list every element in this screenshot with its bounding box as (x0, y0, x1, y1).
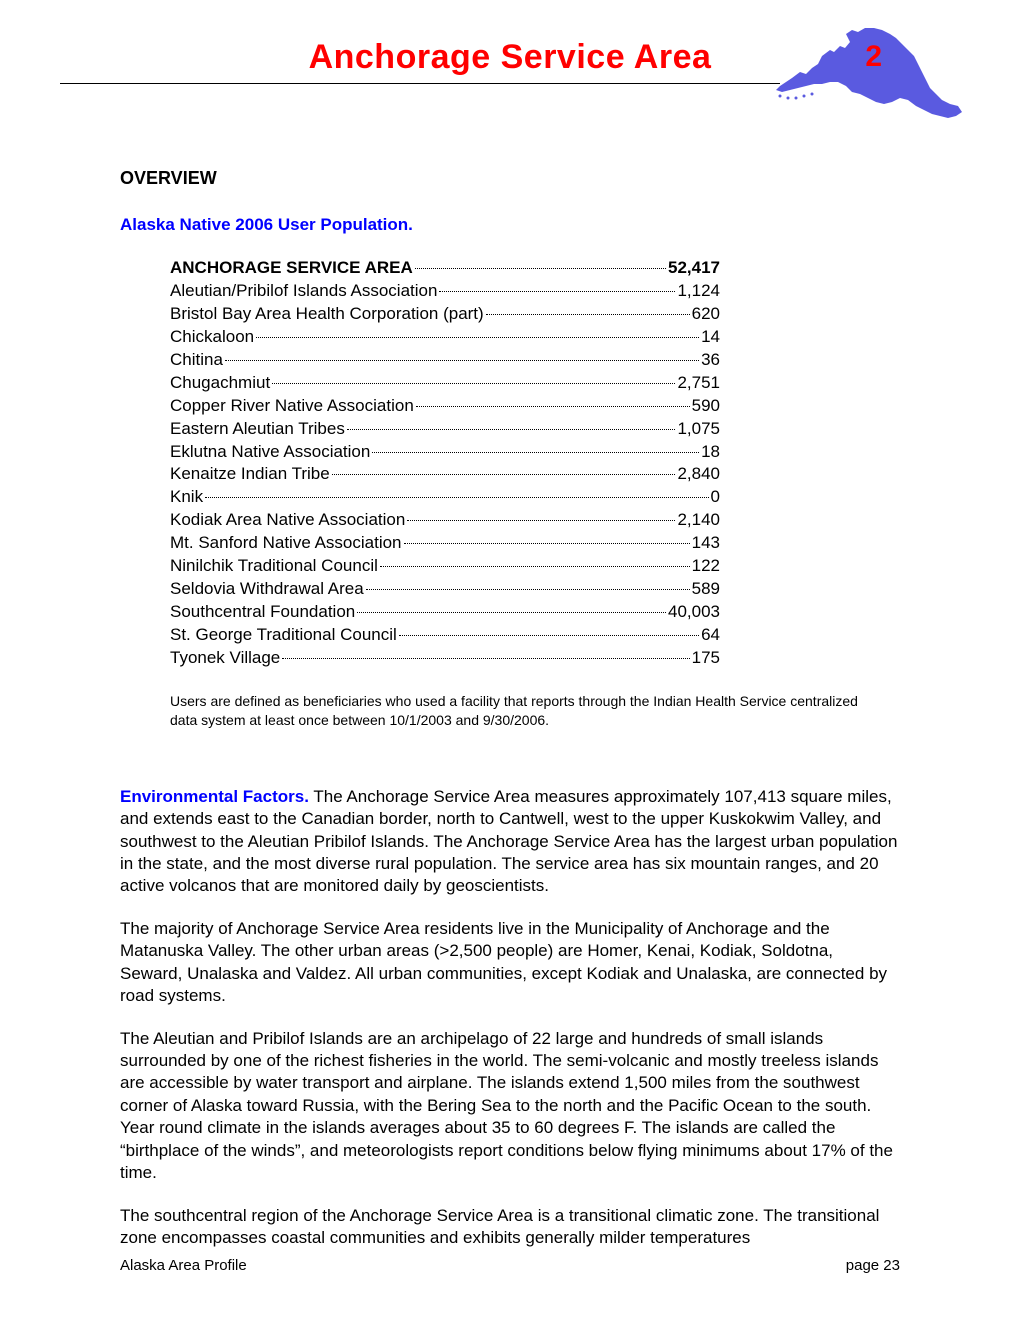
leader-dots (366, 589, 690, 590)
population-heading: Alaska Native 2006 User Population. (120, 215, 900, 235)
pop-label: Kenaitze Indian Tribe (170, 463, 330, 486)
pop-label: Kodiak Area Native Association (170, 509, 405, 532)
pop-label: Tyonek Village (170, 647, 280, 670)
pop-value: 18 (701, 441, 720, 464)
content-region: OVERVIEW Alaska Native 2006 User Populat… (60, 168, 960, 1250)
pop-label: Knik (170, 486, 203, 509)
population-row: Eastern Aleutian Tribes 1,075 (170, 418, 720, 441)
leader-dots (272, 383, 675, 384)
population-row: Southcentral Foundation 40,003 (170, 601, 720, 624)
leader-dots (415, 268, 666, 269)
population-row: Kenaitze Indian Tribe 2,840 (170, 463, 720, 486)
pop-value: 175 (692, 647, 720, 670)
leader-dots (404, 543, 690, 544)
header: Anchorage Service Area 2 (60, 30, 960, 120)
leader-dots (399, 635, 699, 636)
leader-dots (347, 429, 676, 430)
pop-label: Eastern Aleutian Tribes (170, 418, 345, 441)
population-row: Mt. Sanford Native Association 143 (170, 532, 720, 555)
population-row: Copper River Native Association 590 (170, 395, 720, 418)
pop-label: Chickaloon (170, 326, 254, 349)
env-paragraph-4: The southcentral region of the Anchorage… (120, 1205, 900, 1250)
overview-heading: OVERVIEW (120, 168, 900, 189)
pop-value: 620 (692, 303, 720, 326)
pop-value: 1,075 (677, 418, 720, 441)
pop-label: St. George Traditional Council (170, 624, 397, 647)
pop-value: 2,140 (677, 509, 720, 532)
population-row: Eklutna Native Association 18 (170, 441, 720, 464)
pop-value: 589 (692, 578, 720, 601)
pop-label: Southcentral Foundation (170, 601, 355, 624)
title-underline (60, 83, 780, 84)
leader-dots (225, 360, 699, 361)
pop-label: Mt. Sanford Native Association (170, 532, 402, 555)
footer-left: Alaska Area Profile (120, 1257, 247, 1274)
pop-total-value: 52,417 (668, 257, 720, 280)
pop-value: 14 (701, 326, 720, 349)
leader-dots (205, 497, 708, 498)
pop-value: 143 (692, 532, 720, 555)
population-row: Aleutian/Pribilof Islands Association 1,… (170, 280, 720, 303)
env-paragraph-1: Environmental Factors. The Anchorage Ser… (120, 786, 900, 898)
pop-label: Bristol Bay Area Health Corporation (par… (170, 303, 484, 326)
env-paragraph-2: The majority of Anchorage Service Area r… (120, 918, 900, 1008)
pop-total-label: ANCHORAGE SERVICE AREA (170, 257, 413, 280)
population-row: Ninilchik Traditional Council 122 (170, 555, 720, 578)
population-row: Tyonek Village 175 (170, 647, 720, 670)
population-list: ANCHORAGE SERVICE AREA 52,417 Aleutian/P… (170, 257, 720, 670)
pop-value: 122 (692, 555, 720, 578)
population-row: Kodiak Area Native Association 2,140 (170, 509, 720, 532)
map-region-number: 2 (865, 40, 882, 74)
pop-label: Seldovia Withdrawal Area (170, 578, 364, 601)
pop-label: Ninilchik Traditional Council (170, 555, 378, 578)
leader-dots (486, 314, 690, 315)
env-inline-heading: Environmental Factors. (120, 787, 309, 806)
pop-value: 2,840 (677, 463, 720, 486)
pop-value: 36 (701, 349, 720, 372)
leader-dots (416, 406, 690, 407)
pop-label: Copper River Native Association (170, 395, 414, 418)
leader-dots (256, 337, 699, 338)
population-row: Chickaloon 14 (170, 326, 720, 349)
footer-right: page 23 (846, 1257, 900, 1274)
leader-dots (357, 612, 666, 613)
pop-label: Aleutian/Pribilof Islands Association (170, 280, 437, 303)
pop-value: 1,124 (677, 280, 720, 303)
population-row: St. George Traditional Council 64 (170, 624, 720, 647)
body-text: Environmental Factors. The Anchorage Ser… (120, 786, 900, 1250)
pop-value: 0 (711, 486, 720, 509)
leader-dots (332, 474, 676, 475)
leader-dots (407, 520, 675, 521)
pop-value: 2,751 (677, 372, 720, 395)
population-total-row: ANCHORAGE SERVICE AREA 52,417 (170, 257, 720, 280)
leader-dots (439, 291, 675, 292)
population-row: Bristol Bay Area Health Corporation (par… (170, 303, 720, 326)
env-paragraph-3: The Aleutian and Pribilof Islands are an… (120, 1028, 900, 1185)
pop-label: Eklutna Native Association (170, 441, 370, 464)
population-row: Chugachmiut 2,751 (170, 372, 720, 395)
population-row: Knik 0 (170, 486, 720, 509)
pop-value: 590 (692, 395, 720, 418)
leader-dots (372, 452, 699, 453)
leader-dots (282, 658, 689, 659)
population-row: Seldovia Withdrawal Area 589 (170, 578, 720, 601)
population-row: Chitina 36 (170, 349, 720, 372)
leader-dots (380, 566, 690, 567)
pop-value: 40,003 (668, 601, 720, 624)
pop-value: 64 (701, 624, 720, 647)
definition-note: Users are defined as beneficiaries who u… (170, 692, 870, 730)
page-footer: Alaska Area Profile page 23 (120, 1257, 900, 1274)
pop-label: Chugachmiut (170, 372, 270, 395)
pop-label: Chitina (170, 349, 223, 372)
